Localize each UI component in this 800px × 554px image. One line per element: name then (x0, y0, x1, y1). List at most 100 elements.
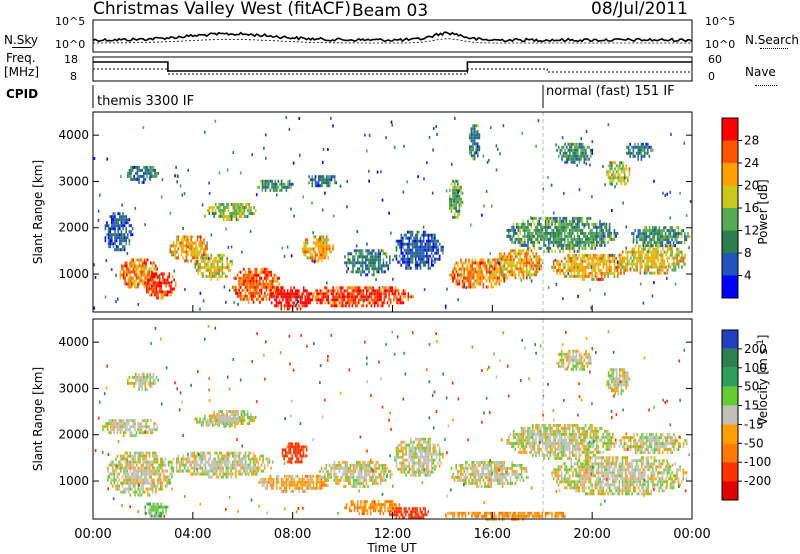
heatmap-cell (421, 248, 423, 252)
heatmap-cell (165, 284, 167, 288)
heatmap-cell (450, 209, 453, 213)
heatmap-cell (136, 174, 139, 178)
heatmap-cell (230, 472, 232, 476)
heatmap-cell (119, 428, 122, 432)
heatmap-cell (450, 206, 453, 210)
heatmap-cell (246, 472, 248, 476)
heatmap-cell (577, 145, 579, 149)
heatmap-cell (549, 240, 552, 244)
heatmap-cell (667, 264, 670, 268)
heatmap-cell (384, 264, 386, 268)
heatmap-cell (428, 135, 431, 139)
heatmap-cell (612, 170, 615, 174)
heatmap-cell (637, 154, 639, 158)
heatmap-cell (426, 233, 428, 237)
heatmap-cell (108, 463, 111, 467)
heatmap-cell (380, 298, 382, 302)
heatmap-cell (468, 258, 470, 262)
heatmap-cell (629, 267, 632, 271)
heatmap-cell (577, 157, 579, 161)
heatmap-cell (151, 463, 154, 467)
heatmap-cell (612, 271, 614, 275)
heatmap-cell (272, 185, 275, 189)
heatmap-cell (155, 487, 157, 491)
heatmap-cell (228, 451, 231, 455)
heatmap-cell (260, 267, 263, 271)
heatmap-cell (154, 279, 157, 283)
heatmap-cell (573, 256, 576, 260)
heatmap-cell (275, 279, 277, 283)
heatmap-cell (287, 182, 289, 186)
heatmap-cell (525, 255, 528, 259)
heatmap-cell (93, 306, 96, 310)
heatmap-cell (637, 151, 639, 155)
heatmap-cell (230, 463, 232, 467)
heatmap-cell (227, 472, 229, 476)
heatmap-cell (156, 469, 159, 473)
heatmap-cell (527, 219, 529, 223)
heatmap-cell (193, 256, 196, 260)
heatmap-cell (129, 270, 131, 274)
heatmap-cell (482, 276, 485, 280)
heatmap-cell (308, 295, 310, 299)
heatmap-cell (636, 259, 638, 263)
heatmap-cell (190, 238, 192, 242)
heatmap-cell (581, 154, 584, 158)
heatmap-cell (549, 237, 552, 241)
heatmap-cell (146, 171, 148, 175)
heatmap-cell (363, 255, 365, 259)
heatmap-cell (469, 223, 472, 227)
heatmap-cell (230, 212, 233, 215)
heatmap-cell (116, 472, 119, 476)
heatmap-cell (253, 206, 255, 209)
heatmap-cell (677, 259, 680, 263)
heatmap-cell (257, 294, 260, 298)
heatmap-cell (355, 249, 357, 253)
heatmap-cell (596, 277, 598, 281)
heatmap-cell (503, 276, 505, 280)
heatmap-cell (572, 237, 574, 241)
heatmap-cell (112, 245, 115, 249)
heatmap-cell (252, 457, 255, 461)
heatmap-cell (617, 164, 619, 168)
heatmap-cell (551, 249, 553, 253)
heatmap-cell (185, 241, 188, 245)
heatmap-cell (243, 463, 245, 467)
heatmap-cell (368, 267, 370, 271)
heatmap-cell (344, 261, 346, 265)
heatmap-cell (475, 142, 477, 146)
heatmap-cell (607, 176, 610, 180)
heatmap-cell (123, 218, 126, 222)
heatmap-cell (591, 222, 593, 226)
heatmap-cell (254, 276, 256, 280)
heatmap-cell (129, 463, 132, 467)
heatmap-cell (215, 259, 217, 263)
beam-label: Beam 03 (352, 1, 429, 21)
heatmap-cell (573, 145, 576, 149)
heatmap-cell (374, 264, 377, 268)
heatmap-cell (611, 253, 614, 257)
heatmap-cell (239, 171, 242, 175)
heatmap-cell (218, 209, 220, 212)
heatmap-cell (608, 256, 611, 260)
heatmap-cell (268, 179, 270, 183)
heatmap-cell (329, 244, 331, 248)
heatmap-cell (572, 225, 574, 229)
heatmap-cell (685, 214, 688, 217)
heatmap-cell (461, 264, 464, 268)
heatmap-cell (639, 250, 642, 254)
heatmap-cell (657, 256, 659, 260)
heatmap-cell (219, 457, 221, 461)
heatmap-cell (666, 268, 669, 272)
heatmap-cell (97, 219, 100, 222)
heatmap-cell (627, 148, 630, 152)
heatmap-cell (513, 273, 515, 277)
heatmap-cell (410, 266, 412, 270)
heatmap-cell (567, 148, 570, 152)
heatmap-cell (591, 228, 593, 232)
heatmap-cell (164, 478, 167, 482)
heatmap-cell (131, 168, 134, 172)
heatmap-cell (249, 291, 252, 295)
heatmap-cell (423, 177, 425, 181)
heatmap-cell (335, 301, 338, 305)
